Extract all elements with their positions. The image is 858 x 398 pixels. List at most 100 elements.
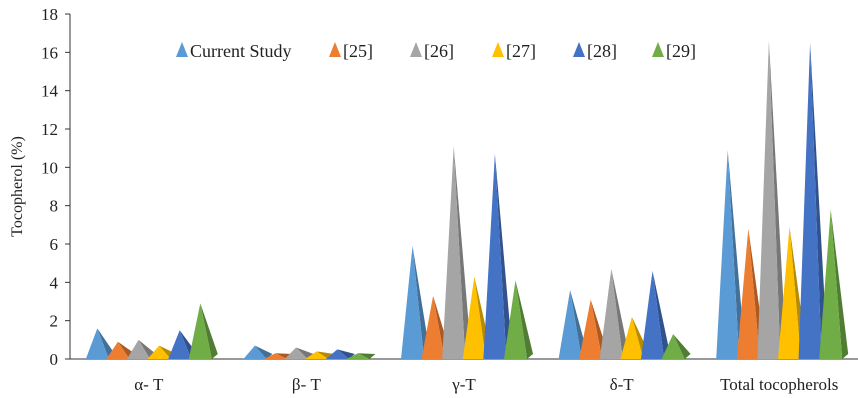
cone-mark [243,345,273,359]
y-tick-label: 12 [41,120,58,139]
cone-side [673,334,691,359]
y-axis-label: Tocopherol (%) [9,136,26,237]
legend-label: Current Study [190,41,292,61]
cone-side [337,349,355,359]
cone-front [401,245,424,359]
legend-swatch [652,42,664,57]
cone-mark [442,146,472,359]
cone-side [611,268,629,359]
cone-side [254,345,273,359]
cone-front [243,345,267,359]
cone-mark [127,339,156,359]
cone-side [296,347,314,359]
cone-side [453,146,472,359]
category-label: β- T [292,375,322,394]
cone-front [147,345,171,359]
legend-entry: [27] [492,41,536,61]
legend-swatch [410,42,422,57]
y-tick-label: 6 [50,235,59,254]
cone-side [727,150,746,359]
legend-swatch [329,42,341,57]
cone-front [305,351,329,359]
y-tick-label: 0 [50,350,59,369]
cone-front [716,150,740,359]
cone-front [85,328,109,359]
cone-side [97,328,115,359]
cone-front [641,270,664,359]
cone-mark [798,42,828,359]
cone-mark [641,270,670,359]
cone-mark [819,209,849,359]
cone-mark [325,349,355,359]
cone-side [768,40,787,359]
cone-front [661,334,685,359]
legend: Current Study [25] [26] [27] [28] [29] [176,41,696,61]
legend-entry: [28] [573,41,617,61]
cone-mark [85,328,115,359]
cone-mark [284,347,314,359]
cone-mark [661,334,691,359]
cone-side [515,280,533,359]
legend-label: [25] [343,41,373,61]
cone-mark [188,303,218,359]
y-tick-label: 4 [50,273,59,292]
cone-front [127,339,150,359]
cone-front [188,303,212,359]
cone-mark [757,40,787,359]
cone-front [819,209,843,359]
legend-swatch [176,42,188,57]
y-tick-label: 14 [41,82,59,101]
chart-marks [85,40,849,359]
cone-front [620,316,644,359]
cone-side [200,303,218,359]
cone-front [421,295,445,359]
legend-swatch [492,42,504,57]
legend-label: [26] [424,41,454,61]
cone-mark [401,245,430,359]
legend-entry: [29] [652,41,696,61]
cone-mark [346,353,376,359]
y-tick-label: 2 [50,312,59,331]
x-axis: α- T β- T γ-T δ-T Total tocopherols [70,358,858,394]
cone-front [325,349,349,359]
legend-entry: Current Study [176,41,292,61]
cone-front [504,280,527,359]
category-label: γ-T [451,375,476,394]
cone-front [798,42,822,359]
cone-front [168,330,192,359]
cone-mark [504,280,533,359]
cone-mark [483,153,513,359]
cone-front [778,226,801,359]
legend-entry: [26] [410,41,454,61]
y-tick-label: 18 [41,5,58,24]
y-tick-label: 16 [41,43,58,62]
cone-mark [599,268,629,359]
cone-side [412,245,430,359]
cone-front [264,353,287,359]
cone-front [558,290,582,359]
cone-side [138,339,156,359]
cone-front [284,347,308,359]
legend-label: [27] [506,41,536,61]
y-tick-label: 8 [50,197,59,216]
cone-side [652,270,670,359]
category-label: α- T [134,375,164,394]
category-label: Total tocopherols [720,375,838,394]
legend-entry: [25] [329,41,373,61]
cone-mark [716,150,746,359]
cone-front [106,341,130,359]
y-tick-label: 10 [41,158,58,177]
cone-front [442,146,466,359]
legend-label: [28] [587,41,617,61]
cone-side [357,353,376,359]
legend-label: [29] [666,41,696,61]
cone-front [346,353,370,359]
cone-front [462,276,486,359]
category-label: δ-T [610,375,635,394]
cone-front [599,268,623,359]
cone-side [830,209,849,359]
cone-side [494,153,513,359]
cone-front [736,228,760,359]
y-axis: 0 2 4 6 8 10 12 14 16 18 [41,5,71,369]
